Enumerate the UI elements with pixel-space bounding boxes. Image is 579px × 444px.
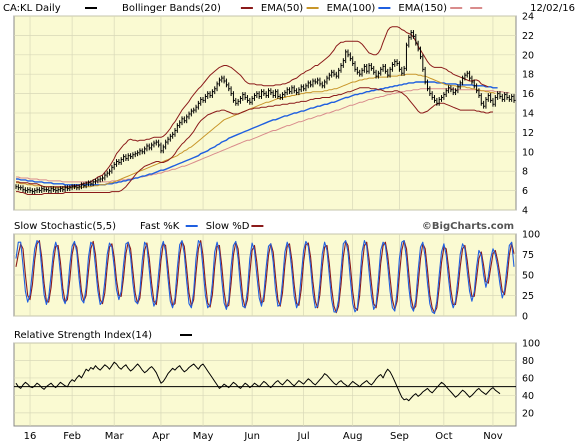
y-tick-label: 0 — [522, 312, 528, 323]
x-month-label: Nov — [483, 431, 503, 442]
x-month-label: 16 — [24, 431, 37, 442]
x-month-label: Apr — [152, 431, 170, 442]
x-month-label: May — [193, 431, 214, 442]
y-tick-label: 4 — [522, 206, 528, 217]
stoch-title: Slow Stochastic(5,5) — [14, 221, 116, 232]
y-tick-label: 16 — [522, 89, 534, 100]
price-legend: Bollinger Bands(20) EMA(50) EMA(100) EMA(15… — [122, 3, 483, 14]
x-month-label: Mar — [105, 431, 125, 442]
price-candles — [15, 30, 516, 194]
y-tick-label: 6 — [522, 186, 528, 197]
y-tick-label: 8 — [522, 167, 528, 178]
y-tick-label: 24 — [522, 12, 534, 23]
rsi-plot-bg — [13, 342, 517, 427]
stoch-legend-label: Fast %K — [140, 221, 180, 232]
y-tick-label: 100 — [522, 339, 540, 350]
y-tick-label: 20 — [522, 50, 534, 61]
bollinger-upper-line — [16, 26, 489, 188]
legend-label: EMA(50) — [261, 3, 303, 14]
legend-label: EMA(100) — [327, 3, 376, 14]
symbol-label: CA:KL Daily — [3, 3, 61, 14]
y-tick-label: 60 — [522, 373, 534, 384]
rsi-lines — [14, 361, 516, 402]
x-month-label: Sep — [390, 431, 409, 442]
y-tick-label: 12 — [522, 128, 534, 139]
stoch-y-ticks: 0 25 50 75 100 — [522, 230, 540, 323]
x-month-label: Aug — [343, 431, 363, 442]
rsi-line — [15, 361, 501, 402]
ema50-line — [16, 73, 496, 189]
legend-label: Bollinger Bands(20) — [122, 3, 221, 14]
price-y-ticks: 4 6 8 10 12 14 16 18 20 22 24 — [522, 12, 534, 217]
y-tick-label: 10 — [522, 147, 534, 158]
legend-label: EMA(150) — [398, 3, 447, 14]
chart-date: 12/02/16 — [530, 3, 575, 14]
bollinger-lower-line — [16, 87, 493, 195]
y-tick-label: 100 — [522, 230, 540, 241]
y-tick-label: 40 — [522, 391, 534, 402]
bigcharts-credit: ©BigCharts.com — [422, 221, 514, 232]
x-axis-month-labels: 16 Feb Mar Apr May Jun Jul Aug Sep Oct Nov — [24, 431, 503, 442]
stoch-legend: Fast %K Slow %D — [140, 221, 264, 232]
x-month-label: Oct — [435, 431, 452, 442]
rsi-panel: 20 40 60 80 100 — [13, 339, 540, 427]
y-tick-label: 75 — [522, 250, 534, 261]
x-month-label: Feb — [63, 431, 81, 442]
rsi-grid — [14, 342, 516, 426]
y-tick-label: 80 — [522, 356, 534, 367]
rsi-title: Relative Strength Index(14) — [14, 330, 152, 341]
ema100-line — [16, 81, 498, 186]
slow-d-line — [15, 240, 515, 314]
x-month-label: Jul — [297, 431, 310, 442]
stoch-lines — [15, 240, 515, 315]
fast-k-line — [15, 240, 515, 315]
price-panel: 4 6 8 10 12 14 16 18 20 22 24 — [13, 12, 534, 217]
y-tick-label: 25 — [522, 291, 534, 302]
y-tick-label: 50 — [522, 271, 534, 282]
stoch-legend-label: Slow %D — [206, 221, 250, 232]
rsi-y-ticks: 20 40 60 80 100 — [522, 339, 540, 420]
y-tick-label: 18 — [522, 70, 534, 81]
y-tick-label: 20 — [522, 408, 534, 419]
y-tick-label: 22 — [522, 31, 534, 42]
stochastic-panel: 0 25 50 75 100 — [13, 230, 540, 323]
x-month-label: Jun — [243, 431, 260, 442]
y-tick-label: 14 — [522, 109, 534, 120]
